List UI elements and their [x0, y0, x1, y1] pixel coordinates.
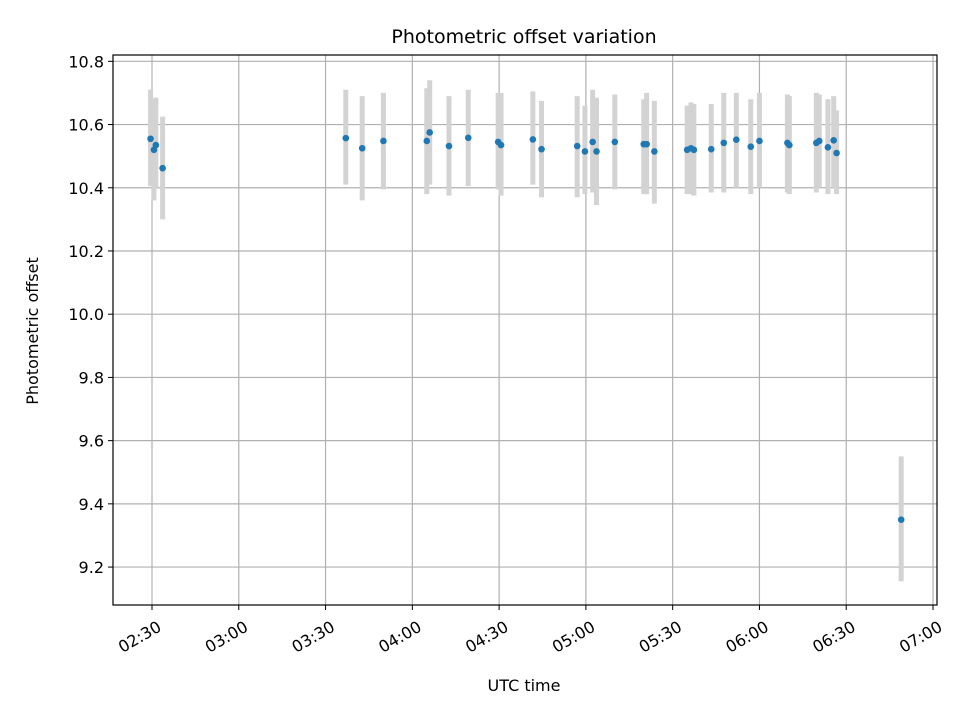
- y-tick-label: 10.4: [68, 179, 104, 198]
- data-point: [497, 141, 505, 149]
- data-point: [690, 146, 698, 154]
- data-point: [786, 141, 793, 149]
- y-tick-label: 9.2: [79, 558, 104, 577]
- y-tick-label: 9.8: [79, 368, 104, 387]
- data-point: [423, 137, 431, 145]
- data-point: [147, 135, 154, 143]
- data-point: [756, 137, 763, 145]
- y-tick-label: 10.0: [68, 305, 104, 324]
- data-point: [747, 143, 755, 150]
- data-point: [538, 145, 545, 153]
- data-point: [897, 516, 905, 523]
- data-point: [643, 140, 650, 148]
- y-tick-label: 10.2: [68, 242, 104, 261]
- y-tick-label: 9.6: [79, 432, 104, 451]
- data-point: [573, 142, 581, 150]
- data-point: [707, 145, 715, 153]
- data-point: [720, 139, 728, 147]
- data-point: [581, 148, 589, 155]
- data-point: [815, 137, 823, 145]
- data-point: [464, 134, 472, 142]
- y-axis-ticks: 9.2 9.4 9.6 9.8 10.0 10.2 10.4 10.6 10.8: [68, 52, 113, 577]
- data-point: [830, 137, 837, 144]
- y-axis-label: Photometric offset: [23, 257, 42, 405]
- data-point: [593, 148, 600, 155]
- y-tick-label: 9.4: [79, 495, 104, 514]
- data-point: [611, 138, 619, 146]
- data-point: [824, 143, 832, 151]
- data-points: [147, 129, 905, 523]
- y-tick-label: 10.6: [68, 116, 104, 135]
- data-point: [380, 137, 387, 145]
- data-point: [833, 149, 840, 157]
- chart-title: Photometric offset variation: [391, 26, 656, 48]
- x-axis-label: UTC time: [488, 676, 561, 695]
- data-point: [445, 142, 453, 150]
- data-point: [651, 148, 658, 155]
- plot-frame: [112, 54, 938, 606]
- data-point: [152, 141, 160, 149]
- y-tick-label: 10.8: [68, 52, 104, 71]
- data-point: [342, 134, 350, 142]
- data-point: [529, 136, 537, 143]
- data-point: [159, 164, 166, 172]
- data-point: [589, 138, 596, 146]
- data-point: [358, 144, 366, 152]
- data-point: [426, 129, 433, 136]
- data-point: [733, 136, 740, 144]
